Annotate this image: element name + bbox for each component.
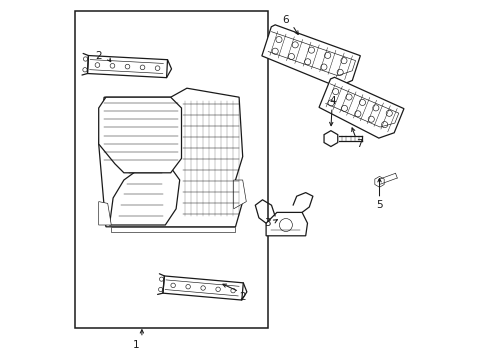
Polygon shape <box>265 212 307 236</box>
Polygon shape <box>233 180 246 209</box>
Polygon shape <box>262 25 360 87</box>
Text: 1: 1 <box>133 340 140 350</box>
Text: 6: 6 <box>282 15 288 25</box>
Polygon shape <box>324 131 337 147</box>
Polygon shape <box>109 166 179 225</box>
Text: 7: 7 <box>356 139 362 149</box>
Text: 5: 5 <box>375 200 382 210</box>
Polygon shape <box>318 77 403 138</box>
Text: 2: 2 <box>239 292 245 302</box>
Polygon shape <box>99 88 242 227</box>
Text: 4: 4 <box>329 96 335 106</box>
Polygon shape <box>163 276 243 300</box>
Text: 2: 2 <box>95 51 102 61</box>
Polygon shape <box>374 176 384 187</box>
Polygon shape <box>99 97 181 173</box>
Polygon shape <box>99 202 111 225</box>
Text: 3: 3 <box>264 218 271 228</box>
Bar <box>75 11 267 328</box>
Polygon shape <box>111 227 235 232</box>
Polygon shape <box>87 55 167 78</box>
